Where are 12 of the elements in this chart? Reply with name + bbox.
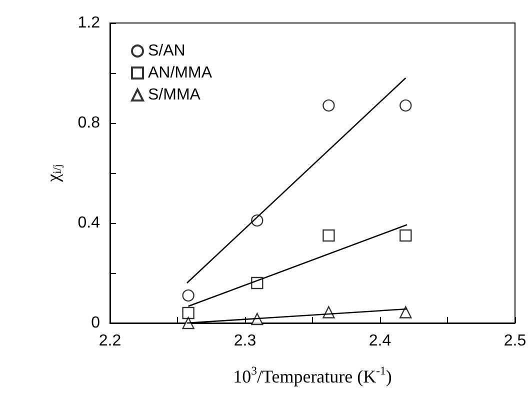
legend-label: AN/MMA [148, 64, 212, 82]
y-tick-label: 1.2 [78, 14, 100, 32]
x-tick-label: 2.4 [368, 332, 392, 350]
y-tick-label: 0.8 [78, 114, 100, 132]
x-tick-label: 2.5 [504, 332, 526, 350]
legend-label: S/MMA [148, 86, 201, 104]
legend-label: S/AN [148, 42, 186, 60]
x-tick-label: 2.3 [234, 332, 256, 350]
y-tick-label: 0 [91, 314, 100, 332]
y-axis-title: χi/j [43, 164, 64, 183]
x-tick-label: 2.2 [98, 332, 122, 350]
y-tick-label: 0.4 [78, 214, 100, 232]
